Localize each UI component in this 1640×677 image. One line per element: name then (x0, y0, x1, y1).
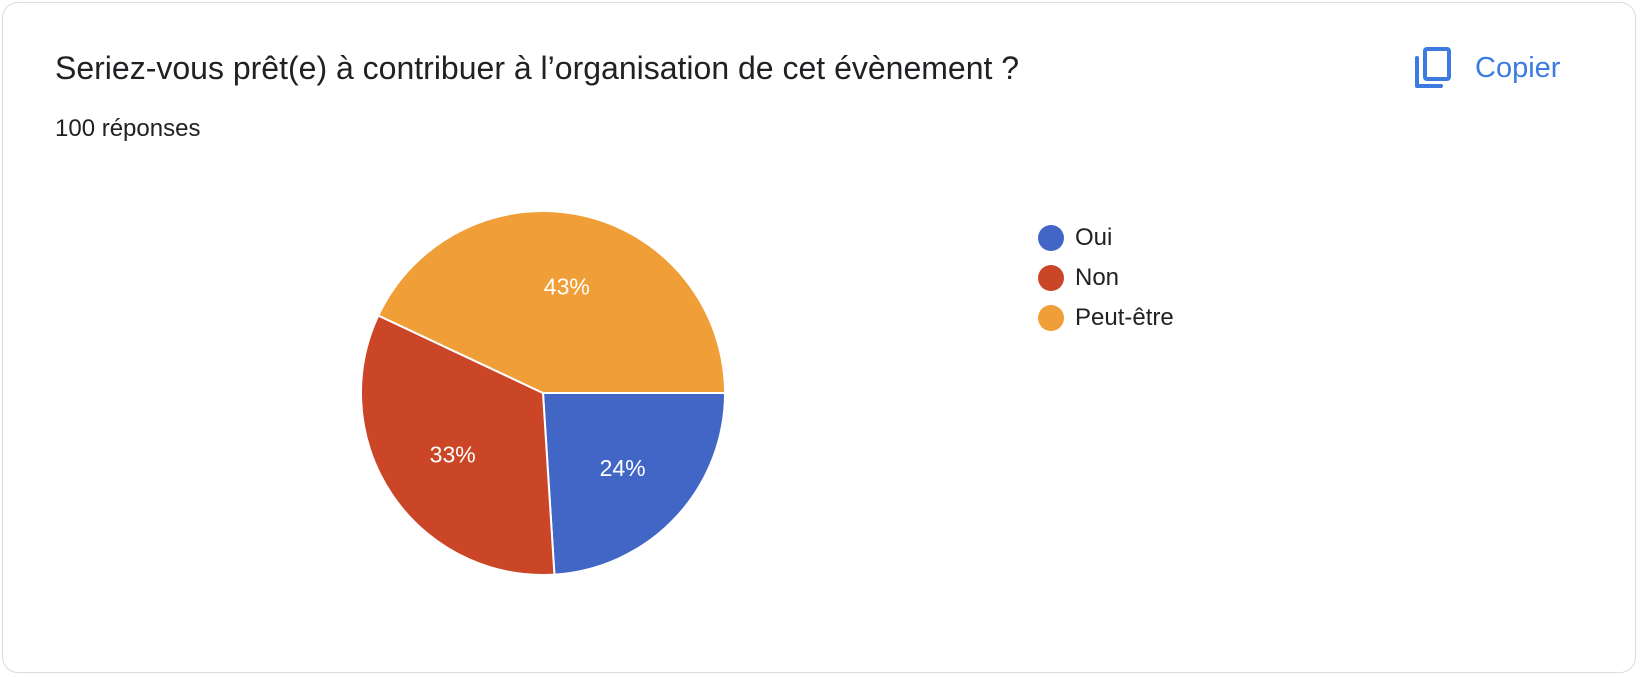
legend-item: Non (1038, 258, 1174, 298)
legend: Oui Non Peut-être (1038, 218, 1174, 338)
pie-slice-non[interactable] (360, 314, 556, 576)
response-count: 100 réponses (55, 115, 201, 142)
legend-swatch (1038, 265, 1064, 291)
legend-item: Oui (1038, 218, 1174, 258)
pie-slice-oui[interactable] (541, 392, 727, 576)
legend-label: Non (1075, 264, 1120, 291)
question-title: Seriez-vous prêt(e) à contribuer à l’org… (55, 50, 1020, 86)
legend-label: Oui (1075, 224, 1113, 251)
pie-chart: 24% 33% 43% (360, 210, 727, 576)
copy-button[interactable]: Copier (1413, 43, 1560, 93)
legend-item: Peut-être (1038, 298, 1174, 338)
legend-swatch (1038, 225, 1064, 251)
copy-icon (1415, 47, 1451, 88)
slice-label: 43% (544, 273, 590, 299)
slice-label: 33% (430, 441, 476, 467)
legend-swatch (1038, 305, 1064, 331)
pie-slice-peut-tre[interactable] (376, 210, 727, 394)
slice-label: 24% (600, 455, 646, 481)
copy-label: Copier (1475, 51, 1561, 84)
legend-label: Peut-être (1075, 304, 1174, 331)
